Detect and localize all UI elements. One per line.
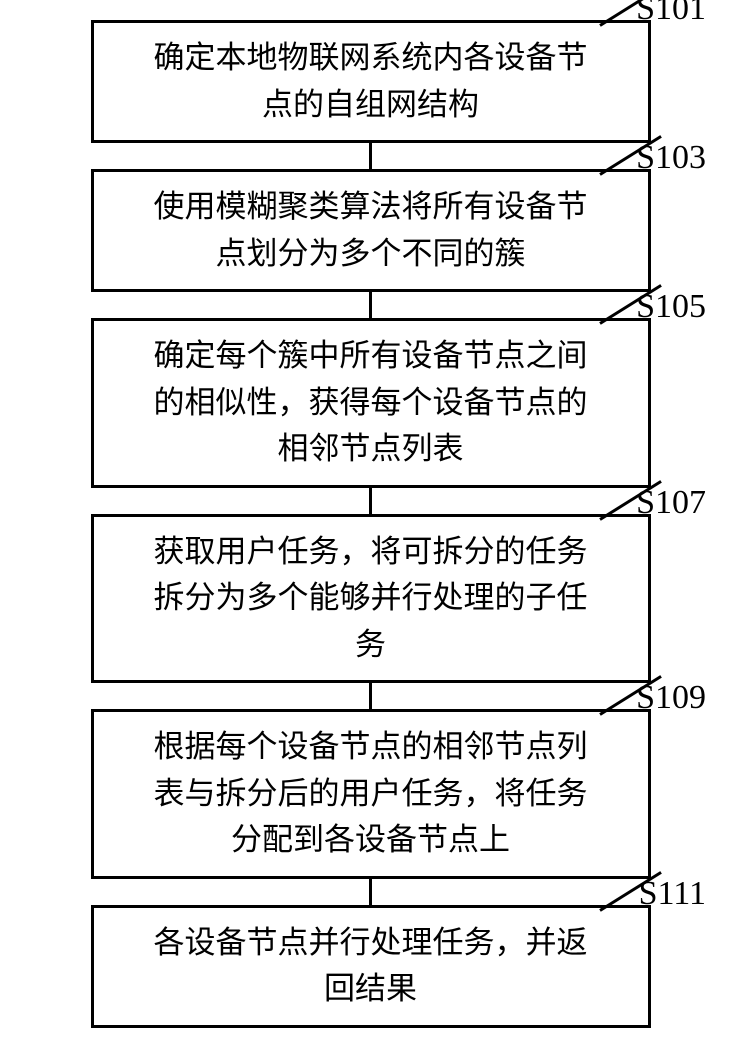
step-label: S107 [636, 484, 706, 522]
flow-step-S101: S101确定本地物联网系统内各设备节 点的自组网结构 [20, 20, 721, 143]
step-box: 使用模糊聚类算法将所有设备节 点划分为多个不同的簇 [91, 169, 651, 292]
connector-line [369, 879, 372, 905]
step-text: 获取用户任务，将可拆分的任务 拆分为多个能够并行处理的子任 务 [154, 529, 588, 669]
step-label: S111 [639, 875, 706, 913]
step-box: 确定本地物联网系统内各设备节 点的自组网结构 [91, 20, 651, 143]
step-box: 根据每个设备节点的相邻节点列 表与拆分后的用户任务，将任务 分配到各设备节点上 [91, 709, 651, 879]
connector-line [369, 683, 372, 709]
step-box: 各设备节点并行处理任务，并返 回结果 [91, 905, 651, 1028]
connector-line [369, 292, 372, 318]
step-label: S101 [636, 0, 706, 28]
step-label: S103 [636, 139, 706, 177]
flow-step-S111: S111各设备节点并行处理任务，并返 回结果 [20, 905, 721, 1028]
step-text: 使用模糊聚类算法将所有设备节 点划分为多个不同的簇 [154, 184, 588, 277]
connector-line [369, 143, 372, 169]
flow-step-S109: S109根据每个设备节点的相邻节点列 表与拆分后的用户任务，将任务 分配到各设备… [20, 709, 721, 879]
step-label: S105 [636, 288, 706, 326]
step-box: 确定每个簇中所有设备节点之间 的相似性，获得每个设备节点的 相邻节点列表 [91, 318, 651, 488]
connector-line [369, 488, 372, 514]
step-text: 确定本地物联网系统内各设备节 点的自组网结构 [154, 35, 588, 128]
step-text: 确定每个簇中所有设备节点之间 的相似性，获得每个设备节点的 相邻节点列表 [154, 333, 588, 473]
step-text: 根据每个设备节点的相邻节点列 表与拆分后的用户任务，将任务 分配到各设备节点上 [154, 724, 588, 864]
step-label: S109 [636, 679, 706, 717]
flow-step-S105: S105确定每个簇中所有设备节点之间 的相似性，获得每个设备节点的 相邻节点列表 [20, 318, 721, 488]
flow-step-S107: S107获取用户任务，将可拆分的任务 拆分为多个能够并行处理的子任 务 [20, 514, 721, 684]
flowchart-container: S101确定本地物联网系统内各设备节 点的自组网结构S103使用模糊聚类算法将所… [20, 20, 721, 1028]
flow-step-S103: S103使用模糊聚类算法将所有设备节 点划分为多个不同的簇 [20, 169, 721, 292]
step-box: 获取用户任务，将可拆分的任务 拆分为多个能够并行处理的子任 务 [91, 514, 651, 684]
step-text: 各设备节点并行处理任务，并返 回结果 [154, 920, 588, 1013]
